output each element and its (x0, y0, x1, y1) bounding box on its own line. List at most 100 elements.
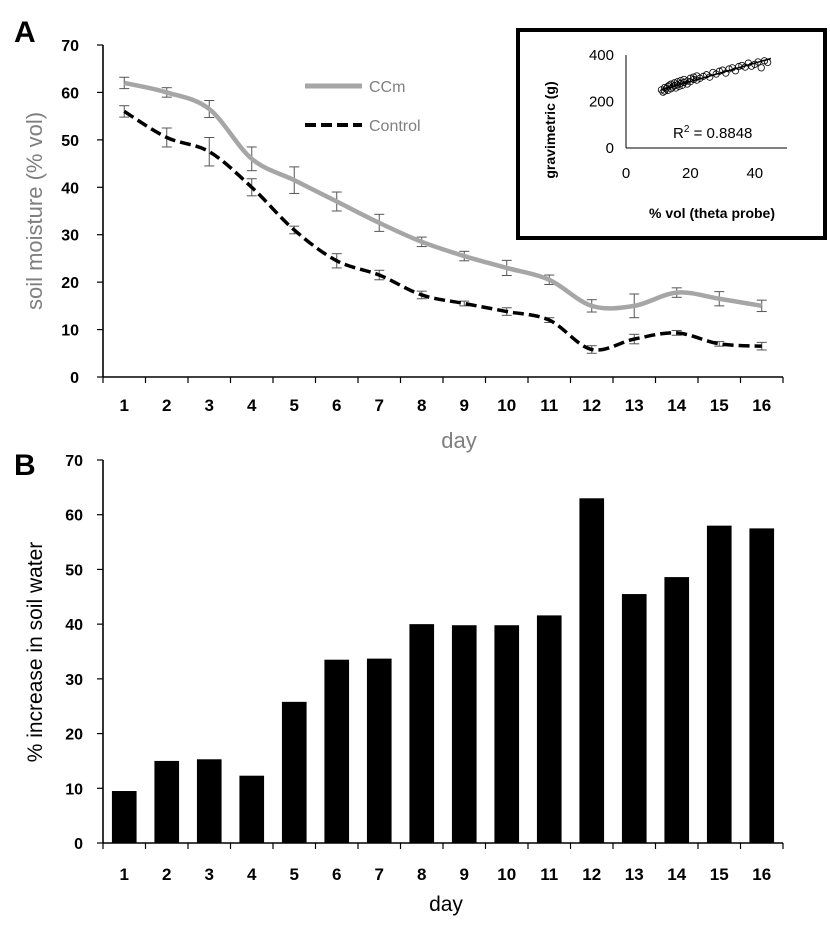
panel-a-x-tick-label: 5 (290, 396, 299, 415)
inset-r2-prefix: R (673, 125, 684, 142)
panel-a-x-tick-label: 3 (205, 396, 214, 415)
panel-a-x-tick-label: 14 (667, 396, 686, 415)
bar-day-1 (111, 791, 137, 843)
panel-b-x-tick-label: 15 (710, 865, 729, 884)
panel-b-y-tick-label: 10 (65, 781, 83, 798)
panel-a-y-tick-label: 50 (61, 133, 79, 150)
panel-a-x-tick-label: 1 (120, 396, 129, 415)
panel-b-x-tick-label: 13 (625, 865, 644, 884)
panel-b-letter: B (14, 449, 36, 482)
panel-b-x-tick-label: 14 (667, 865, 686, 884)
panel-b-bars (111, 498, 775, 843)
bar-day-14 (664, 577, 690, 843)
panel-a-x-tick-label: 2 (162, 396, 171, 415)
panel-a-y-axis-title: soil moisture (% vol) (22, 112, 47, 310)
bar-day-5 (281, 701, 307, 843)
panel-b-y-axis-title: % increase in soil water (24, 542, 47, 763)
inset-y-tick-label: 0 (606, 140, 614, 157)
series-line-ccm (123, 80, 763, 311)
panel-b-x-tick-label: 12 (582, 865, 601, 884)
panel-b-x-tick-label: 3 (205, 865, 214, 884)
panel-a-x-tick-label: 4 (247, 396, 257, 415)
panel-a-letter: A (14, 16, 36, 49)
inset-border (516, 28, 827, 240)
inset-x-tick-label: 0 (622, 165, 630, 182)
panel-a-y-tick-label: 30 (61, 228, 79, 245)
scatter-point (757, 64, 765, 72)
inset-y-ticks: 0 200 400 (589, 47, 614, 157)
panel-a-x-tick-label: 7 (375, 396, 384, 415)
bar-day-9 (451, 625, 477, 843)
panel-a-y-tick-label: 0 (70, 370, 79, 387)
bar-day-11 (536, 615, 562, 843)
inset-x-ticks: 0 20 40 (622, 165, 763, 182)
bar-day-7 (366, 658, 392, 843)
panel-a-x-tick-label: 13 (625, 396, 644, 415)
panel-a-y-tick-label: 70 (61, 38, 79, 55)
panel-a-x-tick-label: 6 (332, 396, 341, 415)
inset-chart: 0 200 400 0 20 40 R2 = 0.8848 gravimetric (g… (516, 28, 827, 240)
legend-label-ccm: CCm (369, 79, 405, 96)
panel-b-x-axis-title: day (429, 893, 463, 916)
bar-day-3 (196, 759, 222, 843)
panel-a-x-tick-label: 10 (497, 396, 516, 415)
panel-a-x-ticks: 1 2 3 4 5 6 7 8 9 10 11 12 13 14 15 16 (102, 377, 784, 415)
bar-day-2 (154, 760, 180, 843)
panel-a-x-tick-label: 16 (752, 396, 771, 415)
bar-day-12 (579, 498, 605, 843)
panel-a-y-tick-label: 20 (61, 275, 79, 292)
panel-b-y-tick-label: 60 (65, 508, 83, 525)
scatter-point (715, 67, 723, 75)
inset-y-tick-label: 400 (589, 47, 614, 64)
inset-x-tick-label: 40 (746, 165, 763, 182)
panel-b-x-ticks: 1 2 3 4 5 6 7 8 9 10 11 12 13 14 15 16 (102, 843, 784, 884)
series-line-control (123, 109, 762, 352)
panel-a-x-tick-label: 8 (417, 396, 426, 415)
panel-b-y-ticks: 0 10 20 30 40 50 60 70 (65, 453, 103, 853)
panel-b-y-tick-label: 70 (65, 453, 83, 470)
panel-a-y-tick-label: 40 (61, 180, 79, 197)
panel-a-x-tick-label: 15 (710, 396, 729, 415)
bar-day-6 (324, 659, 350, 843)
panel-b-x-tick-label: 16 (752, 865, 771, 884)
panel-a-legend: CCm Control (305, 79, 421, 135)
inset-r2-value: = 0.8848 (689, 125, 752, 142)
panel-b-x-tick-label: 6 (332, 865, 341, 884)
panel-b-y-tick-label: 30 (65, 672, 83, 689)
panel-a-x-tick-label: 12 (582, 396, 601, 415)
inset-y-tick-label: 200 (589, 94, 614, 111)
legend-label-control: Control (369, 118, 421, 135)
panel-b-y-tick-label: 40 (65, 617, 83, 634)
series-control (119, 105, 767, 354)
panel-b-x-tick-label: 2 (162, 865, 171, 884)
panel-a-series (119, 76, 767, 354)
inset-r2-exponent: 2 (684, 124, 690, 135)
inset-trendline (661, 57, 772, 91)
bar-day-8 (409, 624, 435, 843)
panel-b-x-tick-label: 1 (120, 865, 129, 884)
bar-day-13 (621, 594, 647, 843)
panel-a-x-axis-title: day (441, 428, 476, 453)
bar-day-16 (749, 528, 775, 843)
inset-x-axis-title: % vol (theta probe) (649, 205, 775, 221)
panel-b-y-tick-label: 50 (65, 562, 83, 579)
bar-day-15 (706, 525, 732, 843)
inset-x-tick-label: 20 (682, 165, 699, 182)
panel-a-y-ticks: 0 10 20 30 40 50 60 70 (61, 38, 103, 387)
inset-y-axis-title: gravimetric (g) (542, 81, 558, 178)
panel-b-y-tick-label: 20 (65, 727, 83, 744)
panel-b-x-tick-label: 4 (247, 865, 257, 884)
panel-b-x-tick-label: 5 (290, 865, 299, 884)
panel-b-x-tick-label: 11 (540, 865, 558, 884)
panel-a-y-tick-label: 60 (61, 85, 79, 102)
panel-a-x-tick-label: 11 (540, 396, 558, 415)
bar-day-10 (494, 625, 520, 843)
panel-b-x-tick-label: 7 (375, 865, 384, 884)
panel-b-x-tick-label: 8 (417, 865, 426, 884)
series-ccm (119, 76, 767, 319)
bar-day-4 (239, 775, 265, 843)
panel-b-x-tick-label: 9 (460, 865, 469, 884)
